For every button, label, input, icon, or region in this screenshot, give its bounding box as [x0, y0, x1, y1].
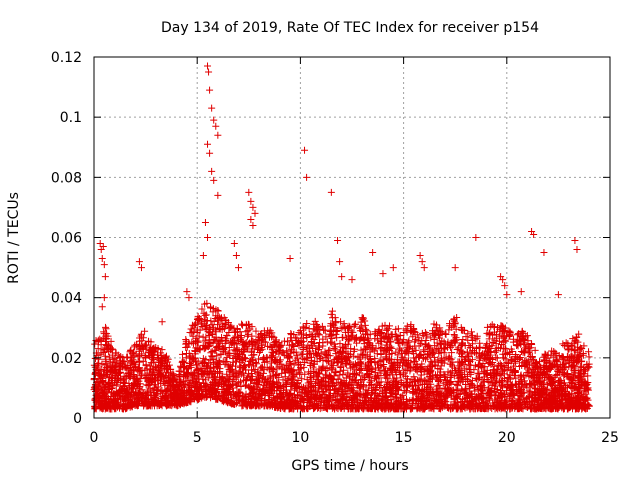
data-point	[572, 337, 580, 345]
data-point	[421, 328, 429, 336]
data-point	[299, 323, 307, 331]
data-point	[102, 323, 110, 331]
data-point	[405, 337, 413, 345]
data-point	[487, 322, 495, 330]
data-point	[337, 318, 345, 326]
data-point	[442, 331, 450, 339]
data-point	[158, 346, 166, 354]
data-point	[366, 371, 374, 379]
data-point	[346, 323, 354, 331]
chart-title: Day 134 of 2019, Rate Of TEC Index for r…	[161, 20, 539, 36]
data-point	[343, 393, 351, 401]
data-point	[475, 370, 483, 378]
data-point	[221, 379, 229, 387]
data-point	[445, 353, 453, 361]
data-point	[141, 327, 149, 335]
data-point	[314, 330, 322, 338]
data-point	[446, 354, 454, 362]
data-point	[584, 386, 592, 394]
data-point	[462, 333, 470, 341]
data-point	[497, 386, 505, 394]
data-point	[142, 361, 150, 369]
data-point	[448, 349, 456, 357]
data-point	[413, 331, 421, 339]
data-point	[509, 362, 517, 370]
data-point	[311, 317, 319, 325]
data-point	[387, 343, 395, 351]
data-point	[105, 342, 113, 350]
data-points-layer	[90, 62, 593, 413]
data-point	[332, 319, 340, 327]
data-point	[562, 382, 570, 390]
data-point	[218, 319, 226, 327]
data-point	[373, 375, 381, 383]
data-point	[195, 332, 203, 340]
data-point	[508, 381, 516, 389]
data-point	[315, 343, 323, 351]
data-point	[328, 307, 336, 315]
data-point	[238, 320, 246, 328]
data-point	[280, 337, 288, 345]
data-point	[146, 362, 154, 370]
data-point	[464, 336, 472, 344]
data-point	[239, 321, 247, 329]
data-point	[193, 337, 201, 345]
data-point	[562, 339, 570, 347]
data-point	[94, 345, 102, 353]
data-point	[353, 361, 361, 369]
data-point	[437, 341, 445, 349]
data-point	[340, 320, 348, 328]
data-point	[298, 375, 306, 383]
data-point	[312, 380, 320, 388]
data-point	[248, 332, 256, 340]
data-point	[483, 323, 491, 331]
data-point	[252, 327, 260, 335]
data-point	[199, 358, 207, 366]
data-point	[262, 338, 270, 346]
data-point	[402, 388, 410, 396]
data-point	[207, 349, 215, 357]
data-point	[474, 369, 482, 377]
data-point	[422, 377, 430, 385]
data-point	[476, 343, 484, 351]
data-point	[303, 334, 311, 342]
data-point	[419, 346, 427, 354]
data-point	[298, 341, 306, 349]
data-point	[278, 369, 286, 377]
data-point	[350, 345, 358, 353]
data-point	[467, 333, 475, 341]
data-point	[489, 373, 497, 381]
data-point	[237, 332, 245, 340]
data-point	[396, 371, 404, 379]
data-point	[531, 346, 539, 354]
data-point	[327, 310, 335, 318]
data-point	[178, 350, 186, 358]
data-point	[182, 354, 190, 362]
data-point	[499, 363, 507, 371]
data-point	[440, 372, 448, 380]
data-point	[366, 330, 374, 338]
data-point	[585, 348, 593, 356]
data-point	[363, 327, 371, 335]
data-point	[502, 387, 510, 395]
data-point	[215, 357, 223, 365]
data-point	[513, 341, 521, 349]
data-point	[187, 370, 195, 378]
data-point	[421, 341, 429, 349]
data-point	[451, 332, 459, 340]
data-point	[554, 366, 562, 374]
data-point	[526, 352, 534, 360]
data-point	[530, 400, 538, 408]
grid-layer	[94, 57, 610, 418]
data-point	[189, 332, 197, 340]
data-point	[383, 326, 391, 334]
